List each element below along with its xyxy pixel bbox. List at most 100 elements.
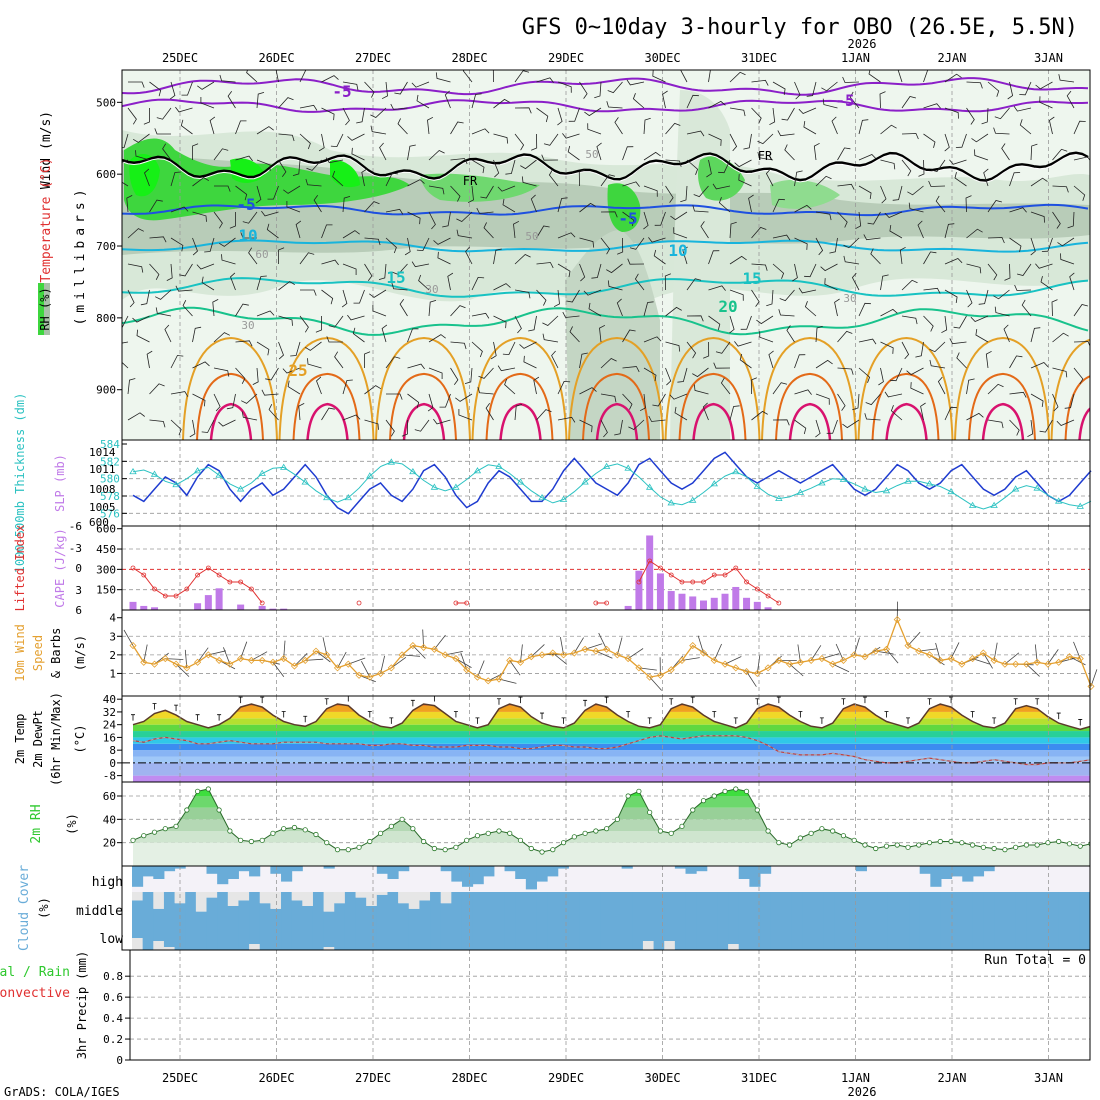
cape-bar bbox=[258, 605, 266, 610]
wind-barb bbox=[713, 362, 731, 369]
cape-bar bbox=[678, 593, 686, 610]
cloud-middle-cell bbox=[440, 903, 452, 920]
cloud-low-cell bbox=[217, 920, 229, 950]
contour-30-day3 bbox=[485, 372, 554, 440]
wind-barb bbox=[416, 94, 430, 109]
slp-tick-1: 1011 bbox=[89, 463, 116, 476]
thickness-point bbox=[366, 472, 374, 479]
wind-barb bbox=[1030, 393, 1044, 407]
wind-barb bbox=[1009, 172, 1021, 187]
wind-barb bbox=[591, 263, 602, 279]
wind-barb bbox=[568, 107, 580, 122]
wind-barb bbox=[390, 103, 408, 110]
li-tick-1: -3 bbox=[69, 542, 82, 555]
contour-label-17: 60 bbox=[255, 248, 268, 261]
rh2m-point bbox=[711, 793, 717, 799]
wind-barb bbox=[122, 315, 129, 329]
rh2m-point bbox=[184, 807, 190, 813]
wind-barb bbox=[686, 278, 702, 291]
wind-barb bbox=[654, 211, 666, 226]
wind-barb bbox=[729, 133, 738, 152]
wind-barb bbox=[889, 225, 903, 239]
cloud-middle-gap bbox=[195, 892, 208, 912]
contour-label-14: 30 bbox=[425, 283, 438, 296]
wind10-point bbox=[764, 664, 772, 672]
wind-barb bbox=[450, 158, 468, 165]
bottom-date-8: 2JAN bbox=[938, 1071, 967, 1085]
cloud-middle-cell bbox=[312, 892, 325, 920]
minmax-marker bbox=[1013, 698, 1018, 705]
lifted-index-point bbox=[690, 579, 696, 585]
wind-barb bbox=[772, 419, 790, 426]
cloud-high-cell bbox=[483, 866, 495, 877]
wind-barb bbox=[616, 298, 623, 317]
wind-barb bbox=[450, 341, 467, 350]
wind-barb bbox=[944, 258, 963, 265]
cloud-middle-cell bbox=[632, 892, 644, 920]
wind10-barb bbox=[835, 643, 844, 661]
wind-barb bbox=[708, 133, 722, 146]
cloud-low-cell bbox=[802, 920, 814, 950]
wind-barb bbox=[578, 169, 585, 187]
wind-barb bbox=[955, 133, 967, 148]
wind-barb bbox=[242, 211, 258, 224]
cloud-low-cell bbox=[249, 920, 261, 944]
wind10-point bbox=[721, 660, 729, 668]
wind10-barb bbox=[391, 656, 407, 669]
cape-bar bbox=[635, 570, 643, 610]
wind10-barb bbox=[1047, 649, 1059, 665]
wind-barb bbox=[983, 168, 989, 187]
contour-30-day6 bbox=[775, 372, 843, 440]
cloud-high-cell bbox=[972, 866, 985, 877]
wind-barb bbox=[404, 237, 411, 256]
wind-barb bbox=[956, 352, 967, 369]
rh2m-point bbox=[647, 809, 653, 815]
pressure-tick-4: 900 bbox=[96, 384, 116, 397]
wind-barb bbox=[953, 315, 967, 329]
cloud-high-cell bbox=[685, 866, 697, 874]
wind-barb bbox=[985, 350, 992, 369]
cloud-middle-cell bbox=[940, 892, 953, 920]
wind-barb bbox=[369, 289, 387, 298]
wind-barb bbox=[132, 315, 150, 323]
wind-barb bbox=[682, 246, 688, 265]
wind-barb bbox=[275, 70, 279, 83]
wind-barb bbox=[192, 393, 206, 407]
wind-barb bbox=[122, 181, 129, 187]
top-date-9: 3JAN bbox=[1034, 51, 1063, 65]
wind-barb bbox=[829, 237, 838, 254]
rh2m-point bbox=[205, 786, 211, 792]
wind-barb bbox=[981, 107, 989, 125]
wind-barb bbox=[794, 170, 803, 187]
wind10-point bbox=[280, 655, 288, 663]
lifted-index-line bbox=[132, 567, 263, 604]
wind-barb bbox=[471, 159, 485, 174]
wind-barb bbox=[607, 81, 623, 94]
wind-barb bbox=[987, 237, 1005, 244]
wind-barb bbox=[427, 393, 434, 412]
cloud-middle-cell bbox=[1004, 892, 1016, 920]
wind-barb bbox=[1030, 362, 1049, 369]
cloud-low-cell bbox=[1058, 920, 1070, 950]
wind10-point bbox=[958, 660, 966, 668]
cloud-low-cell bbox=[398, 920, 410, 950]
wind10-point bbox=[161, 655, 169, 663]
wind-barb bbox=[772, 263, 785, 279]
wind-barb bbox=[614, 419, 623, 436]
cloud-high-cell bbox=[440, 866, 452, 872]
cape-tick-1: 450 bbox=[96, 543, 116, 556]
wind-barb bbox=[750, 377, 757, 395]
cape-bar bbox=[743, 597, 751, 610]
rh2m-point bbox=[496, 828, 502, 834]
rh-green-mid bbox=[420, 173, 540, 202]
cloud-high-cell bbox=[983, 866, 995, 872]
wind-barb bbox=[949, 338, 967, 345]
wind-barb bbox=[815, 325, 823, 343]
dewpoint-dash bbox=[132, 735, 1090, 765]
rh2m-point bbox=[743, 788, 750, 794]
thickness-point bbox=[452, 483, 460, 490]
cloud-middle-cell bbox=[813, 892, 825, 920]
wind-barb bbox=[170, 171, 181, 187]
cloud-high-cell bbox=[919, 866, 931, 874]
